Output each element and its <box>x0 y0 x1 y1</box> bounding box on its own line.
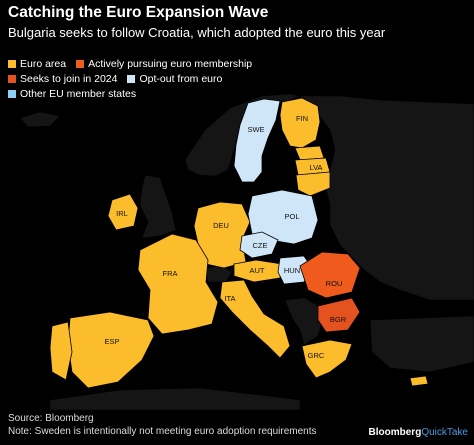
label-ita: ITA <box>224 294 235 303</box>
europe-map: SWE FIN LVA IRL DEU POL CZE FRA AUT HUN … <box>19 93 474 410</box>
label-hun: HUN <box>284 266 300 275</box>
label-deu: DEU <box>213 221 229 230</box>
legend-item-pursuing: Actively pursuing euro membership <box>76 58 252 70</box>
country-pol <box>247 189 319 245</box>
legend-item-other: Other EU member states <box>8 88 136 100</box>
balkans-non-eu <box>284 297 323 346</box>
legend-label-seeks: Seeks to join in 2024 <box>20 73 118 85</box>
brand-name: Bloomberg <box>368 427 422 438</box>
label-rou: ROU <box>326 279 343 288</box>
label-grc: GRC <box>308 351 325 360</box>
label-bgr: BGR <box>330 315 347 324</box>
turkey <box>369 315 474 373</box>
country-ltu <box>295 171 331 197</box>
label-cze: CZE <box>253 241 268 250</box>
swatch-optout <box>127 75 136 83</box>
switzerland <box>204 265 233 283</box>
country-labels: SWE FIN LVA IRL DEU POL CZE FRA AUT HUN … <box>104 114 346 360</box>
legend-label-euro: Euro area <box>20 58 67 70</box>
label-esp: ESP <box>104 337 119 346</box>
country-esp <box>67 311 155 389</box>
eu-countries <box>49 97 429 389</box>
chart-subtitle: Bulgaria seeks to follow Croatia, which … <box>8 25 386 40</box>
country-fin <box>279 97 321 149</box>
country-prt <box>49 321 73 381</box>
iceland-area <box>19 111 61 128</box>
country-ita <box>219 279 291 359</box>
label-irl: IRL <box>116 209 128 218</box>
label-fra: FRA <box>163 269 178 278</box>
non-eu-land <box>19 93 474 410</box>
country-cze <box>239 231 279 259</box>
brand-sub: QuickTake <box>421 427 468 438</box>
legend: Euro area Actively pursuing euro members… <box>8 58 252 103</box>
north-africa <box>49 387 301 410</box>
legend-label-other: Other EU member states <box>20 88 137 100</box>
label-fin: FIN <box>296 114 308 123</box>
swatch-seeks <box>8 75 16 83</box>
legend-label-pursuing: Actively pursuing euro membership <box>88 58 253 70</box>
country-grc <box>301 339 353 379</box>
country-fra <box>137 233 219 335</box>
uk <box>139 174 177 239</box>
legend-item-euro: Euro area <box>8 58 66 70</box>
legend-item-optout: Opt-out from euro <box>127 73 222 85</box>
country-swe <box>233 98 281 183</box>
country-aut <box>233 259 283 283</box>
label-aut: AUT <box>250 266 265 275</box>
swatch-pursuing <box>76 60 85 68</box>
country-cyp <box>409 375 429 387</box>
swatch-other <box>8 90 16 98</box>
footnote: Note: Sweden is intentionally not meetin… <box>8 426 317 437</box>
country-est <box>294 145 325 161</box>
chart-title: Catching the Euro Expansion Wave <box>8 4 269 21</box>
label-swe: SWE <box>247 125 264 134</box>
label-pol: POL <box>284 212 299 221</box>
source-note: Source: Bloomberg <box>8 413 94 424</box>
country-bgr <box>317 297 361 333</box>
brand-logo: BloombergQuickTake <box>369 427 468 438</box>
country-irl <box>107 193 139 231</box>
legend-label-optout: Opt-out from euro <box>139 73 223 85</box>
swatch-euro <box>8 60 16 68</box>
russia-east <box>299 95 474 301</box>
legend-item-seeks: Seeks to join in 2024 <box>8 73 117 85</box>
country-rou <box>299 251 361 299</box>
label-lva: LVA <box>309 163 322 172</box>
